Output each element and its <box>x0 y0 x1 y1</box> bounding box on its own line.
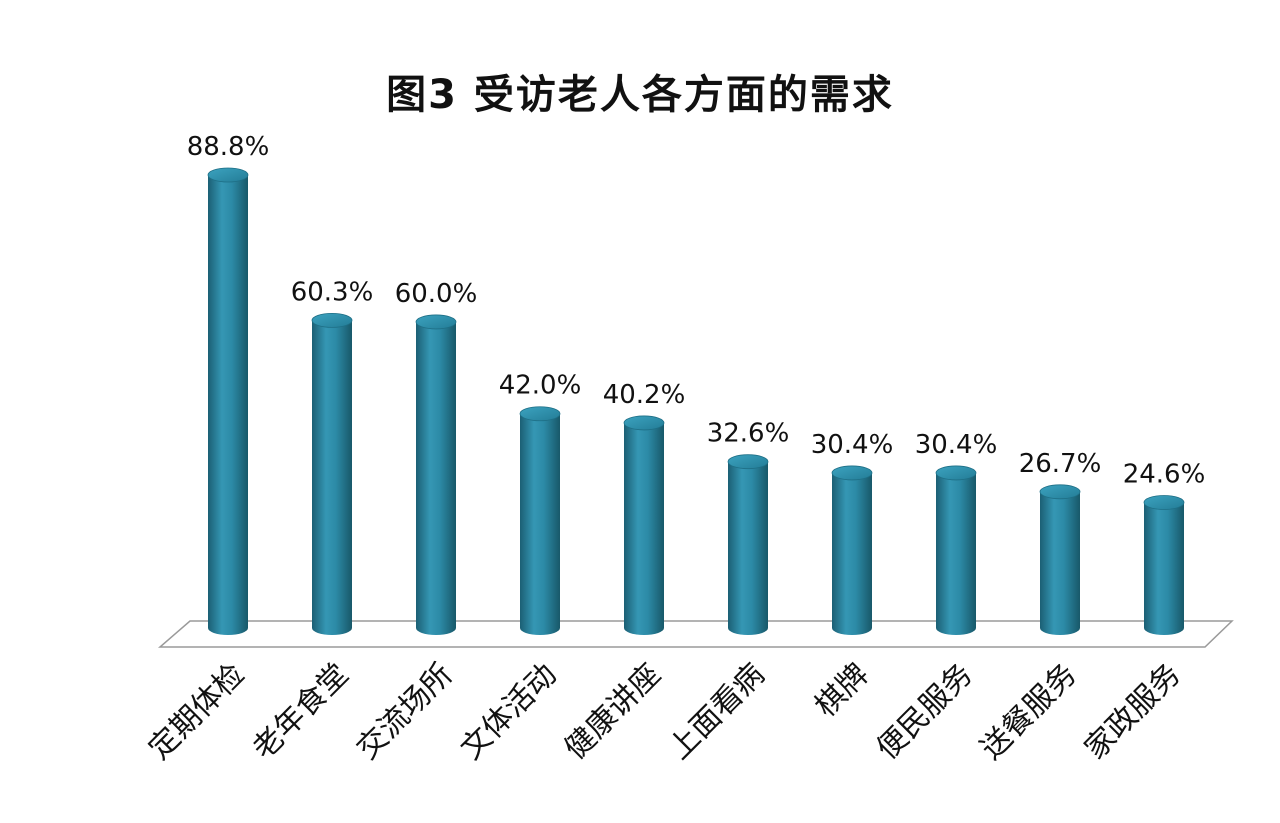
bar-top <box>1143 495 1185 510</box>
bar-body <box>312 320 352 635</box>
bar-body <box>1040 491 1080 635</box>
bar-7 <box>831 465 873 635</box>
bar-body <box>416 321 456 635</box>
category-label: 定期体检 <box>142 657 252 767</box>
chart-title: 图3 受访老人各方面的需求 <box>386 72 894 118</box>
data-label: 42.0% <box>499 371 582 401</box>
bar-body <box>1144 502 1184 635</box>
category-label: 棋牌 <box>808 657 875 724</box>
category-label: 便民服务 <box>870 657 980 767</box>
bar-body <box>936 472 976 635</box>
data-label: 30.4% <box>915 430 998 460</box>
bar-8 <box>935 465 977 635</box>
bar-body <box>728 461 768 635</box>
data-label: 26.7% <box>1019 449 1102 479</box>
bar-top <box>415 314 457 330</box>
category-label: 健康讲座 <box>558 657 668 767</box>
data-label: 24.6% <box>1123 460 1206 490</box>
data-label: 60.0% <box>395 279 478 309</box>
bar-6 <box>727 454 769 635</box>
data-label: 88.8% <box>187 132 270 162</box>
category-label: 送餐服务 <box>974 657 1084 767</box>
bar-1 <box>207 167 249 635</box>
bar-10 <box>1143 495 1185 635</box>
bar-top <box>727 454 769 470</box>
data-label: 32.6% <box>707 419 790 449</box>
category-label: 老年食堂 <box>246 657 356 767</box>
bar-top <box>207 167 249 183</box>
category-label: 文体活动 <box>454 657 564 767</box>
data-label: 60.3% <box>291 277 374 307</box>
bar-9 <box>1039 484 1081 635</box>
bar-4 <box>519 406 561 635</box>
bar-5 <box>623 415 665 635</box>
bar-top <box>1039 484 1081 500</box>
data-label: 30.4% <box>811 430 894 460</box>
bar-body <box>208 175 248 635</box>
bar-body <box>832 472 872 635</box>
bar-top <box>311 312 353 328</box>
bar-body <box>520 413 560 635</box>
data-label: 40.2% <box>603 380 686 410</box>
category-label: 上面看病 <box>662 657 772 767</box>
bar-body <box>624 422 664 635</box>
bar-top <box>519 406 561 422</box>
category-label: 家政服务 <box>1078 657 1188 767</box>
bar-top <box>935 465 977 481</box>
bar-2 <box>311 312 353 635</box>
bar-top <box>831 465 873 481</box>
category-label: 交流场所 <box>350 657 460 767</box>
bar-3 <box>415 314 457 635</box>
bar-top <box>623 415 665 431</box>
